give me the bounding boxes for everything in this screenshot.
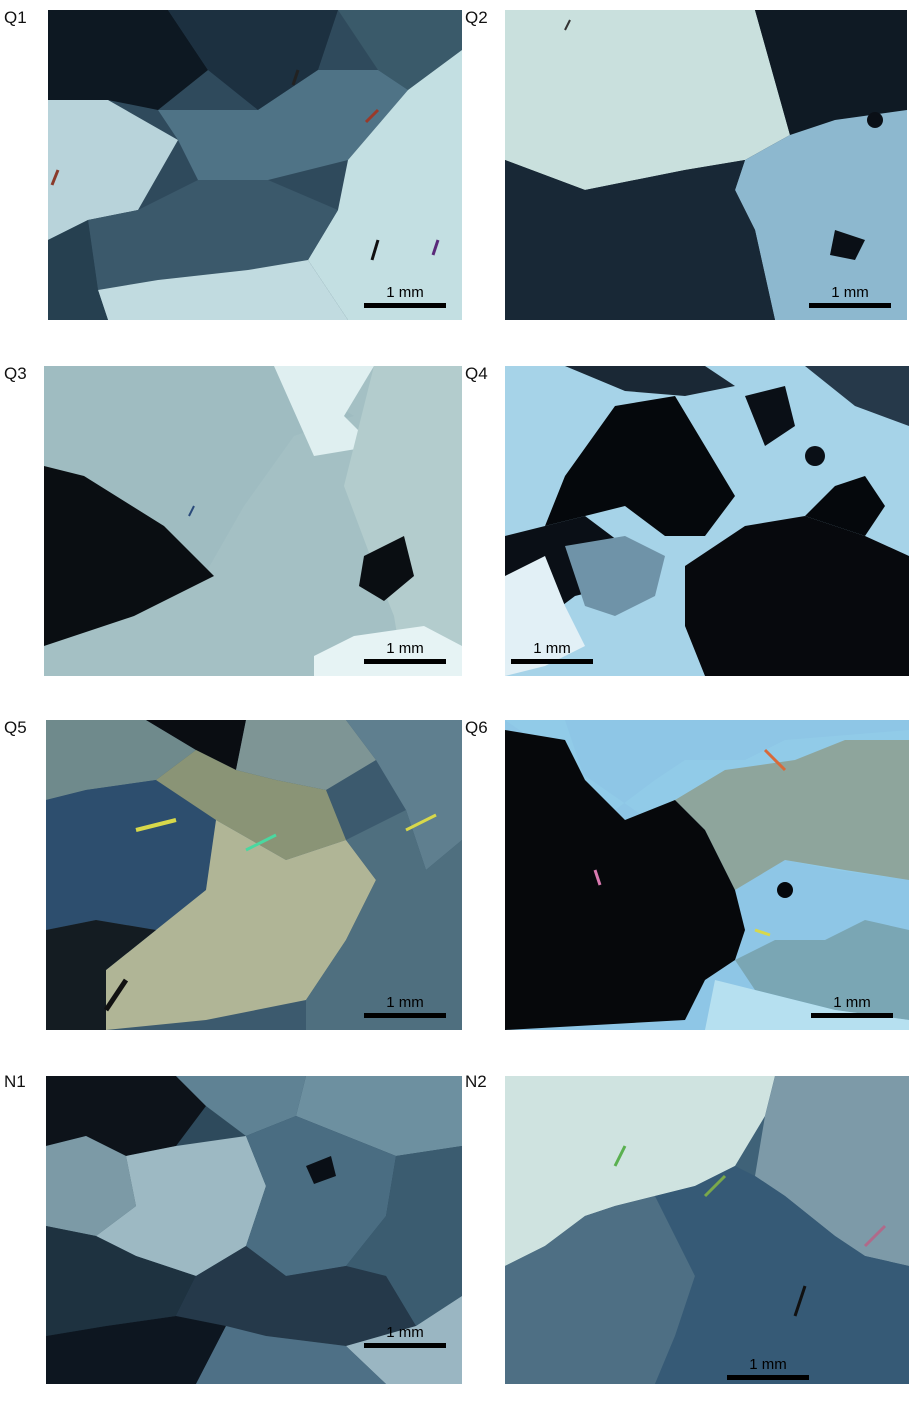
scale-bar: 1 mm [364,641,446,664]
scale-bar-label: 1 mm [833,994,871,1011]
panel-label: Q5 [4,718,27,737]
scale-bar-line [809,303,891,308]
scale-bar-line [364,1343,446,1348]
panel-q2: Q2 1 mm [465,8,909,338]
panel-n1: N1 1 mm [4,1072,464,1402]
scale-bar-line [364,1013,446,1018]
panel-label: Q6 [465,718,488,737]
micrograph-image: 1 mm [505,1076,909,1384]
scale-bar-label: 1 mm [831,284,869,301]
scale-bar-label: 1 mm [386,640,424,657]
panel-q1: Q1 1 mm [4,8,464,338]
scale-bar-line [364,659,446,664]
scale-bar: 1 mm [511,641,593,664]
scale-bar: 1 mm [811,995,893,1018]
panel-q4: Q4 1 mm [465,364,909,694]
panel-label: Q4 [465,364,488,383]
scale-bar: 1 mm [364,285,446,308]
scale-bar: 1 mm [364,995,446,1018]
micrograph-image: 1 mm [505,720,909,1030]
scale-bar-label: 1 mm [533,640,571,657]
scale-bar: 1 mm [364,1325,446,1348]
scale-bar-label: 1 mm [386,994,424,1011]
scale-bar-label: 1 mm [749,1356,787,1373]
scale-bar-label: 1 mm [386,284,424,301]
scale-bar-line [811,1013,893,1018]
scale-bar-line [511,659,593,664]
micrograph-image: 1 mm [46,720,462,1030]
panel-label: N2 [465,1072,487,1091]
micrograph-image: 1 mm [48,10,462,320]
micrograph-image: 1 mm [46,1076,462,1384]
scale-bar: 1 mm [809,285,891,308]
panel-q5: Q5 1 mm [4,718,464,1048]
panel-q6: Q6 1 mm [465,718,909,1048]
scale-bar: 1 mm [727,1357,809,1380]
panel-n2: N2 1 mm [465,1072,909,1402]
micrograph-image: 1 mm [44,366,462,676]
panel-label: Q3 [4,364,27,383]
panel-label: Q2 [465,8,488,27]
scale-bar-line [364,303,446,308]
micrograph-image: 1 mm [505,10,907,320]
panel-label: Q1 [4,8,27,27]
micrograph-image: 1 mm [505,366,909,676]
scale-bar-label: 1 mm [386,1324,424,1341]
panel-label: N1 [4,1072,26,1091]
panel-q3: Q3 1 mm [4,364,464,694]
scale-bar-line [727,1375,809,1380]
